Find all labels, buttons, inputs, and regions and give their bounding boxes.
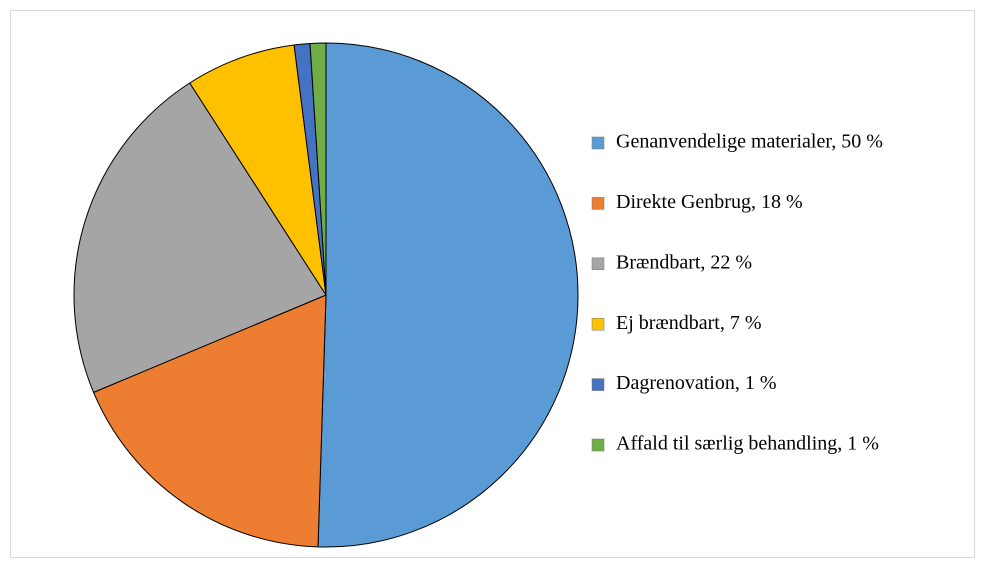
pie-slice: [189, 44, 327, 296]
legend-label: Dagrenovation, 1 %: [616, 372, 777, 394]
pie-slice: [73, 82, 327, 394]
legend-swatch: [591, 438, 605, 452]
legend-swatch: [591, 136, 605, 150]
legend-label: Direkte Genbrug, 18 %: [616, 191, 803, 213]
pie-slice: [92, 294, 327, 548]
legend-label: Affald til særlig behandling, 1 %: [616, 433, 879, 455]
legend-label: Genanvendelige materialer, 50 %: [616, 131, 883, 153]
legend-swatch: [591, 317, 605, 331]
legend-label: Ej brændbart, 7 %: [616, 312, 762, 334]
legend-swatch: [591, 378, 605, 391]
legend-swatch: [591, 197, 605, 210]
pie-slice: [309, 42, 327, 296]
pie-slice: [317, 42, 579, 548]
legend-swatch: [591, 257, 605, 271]
legend-label: Brændbart, 22 %: [616, 251, 752, 273]
